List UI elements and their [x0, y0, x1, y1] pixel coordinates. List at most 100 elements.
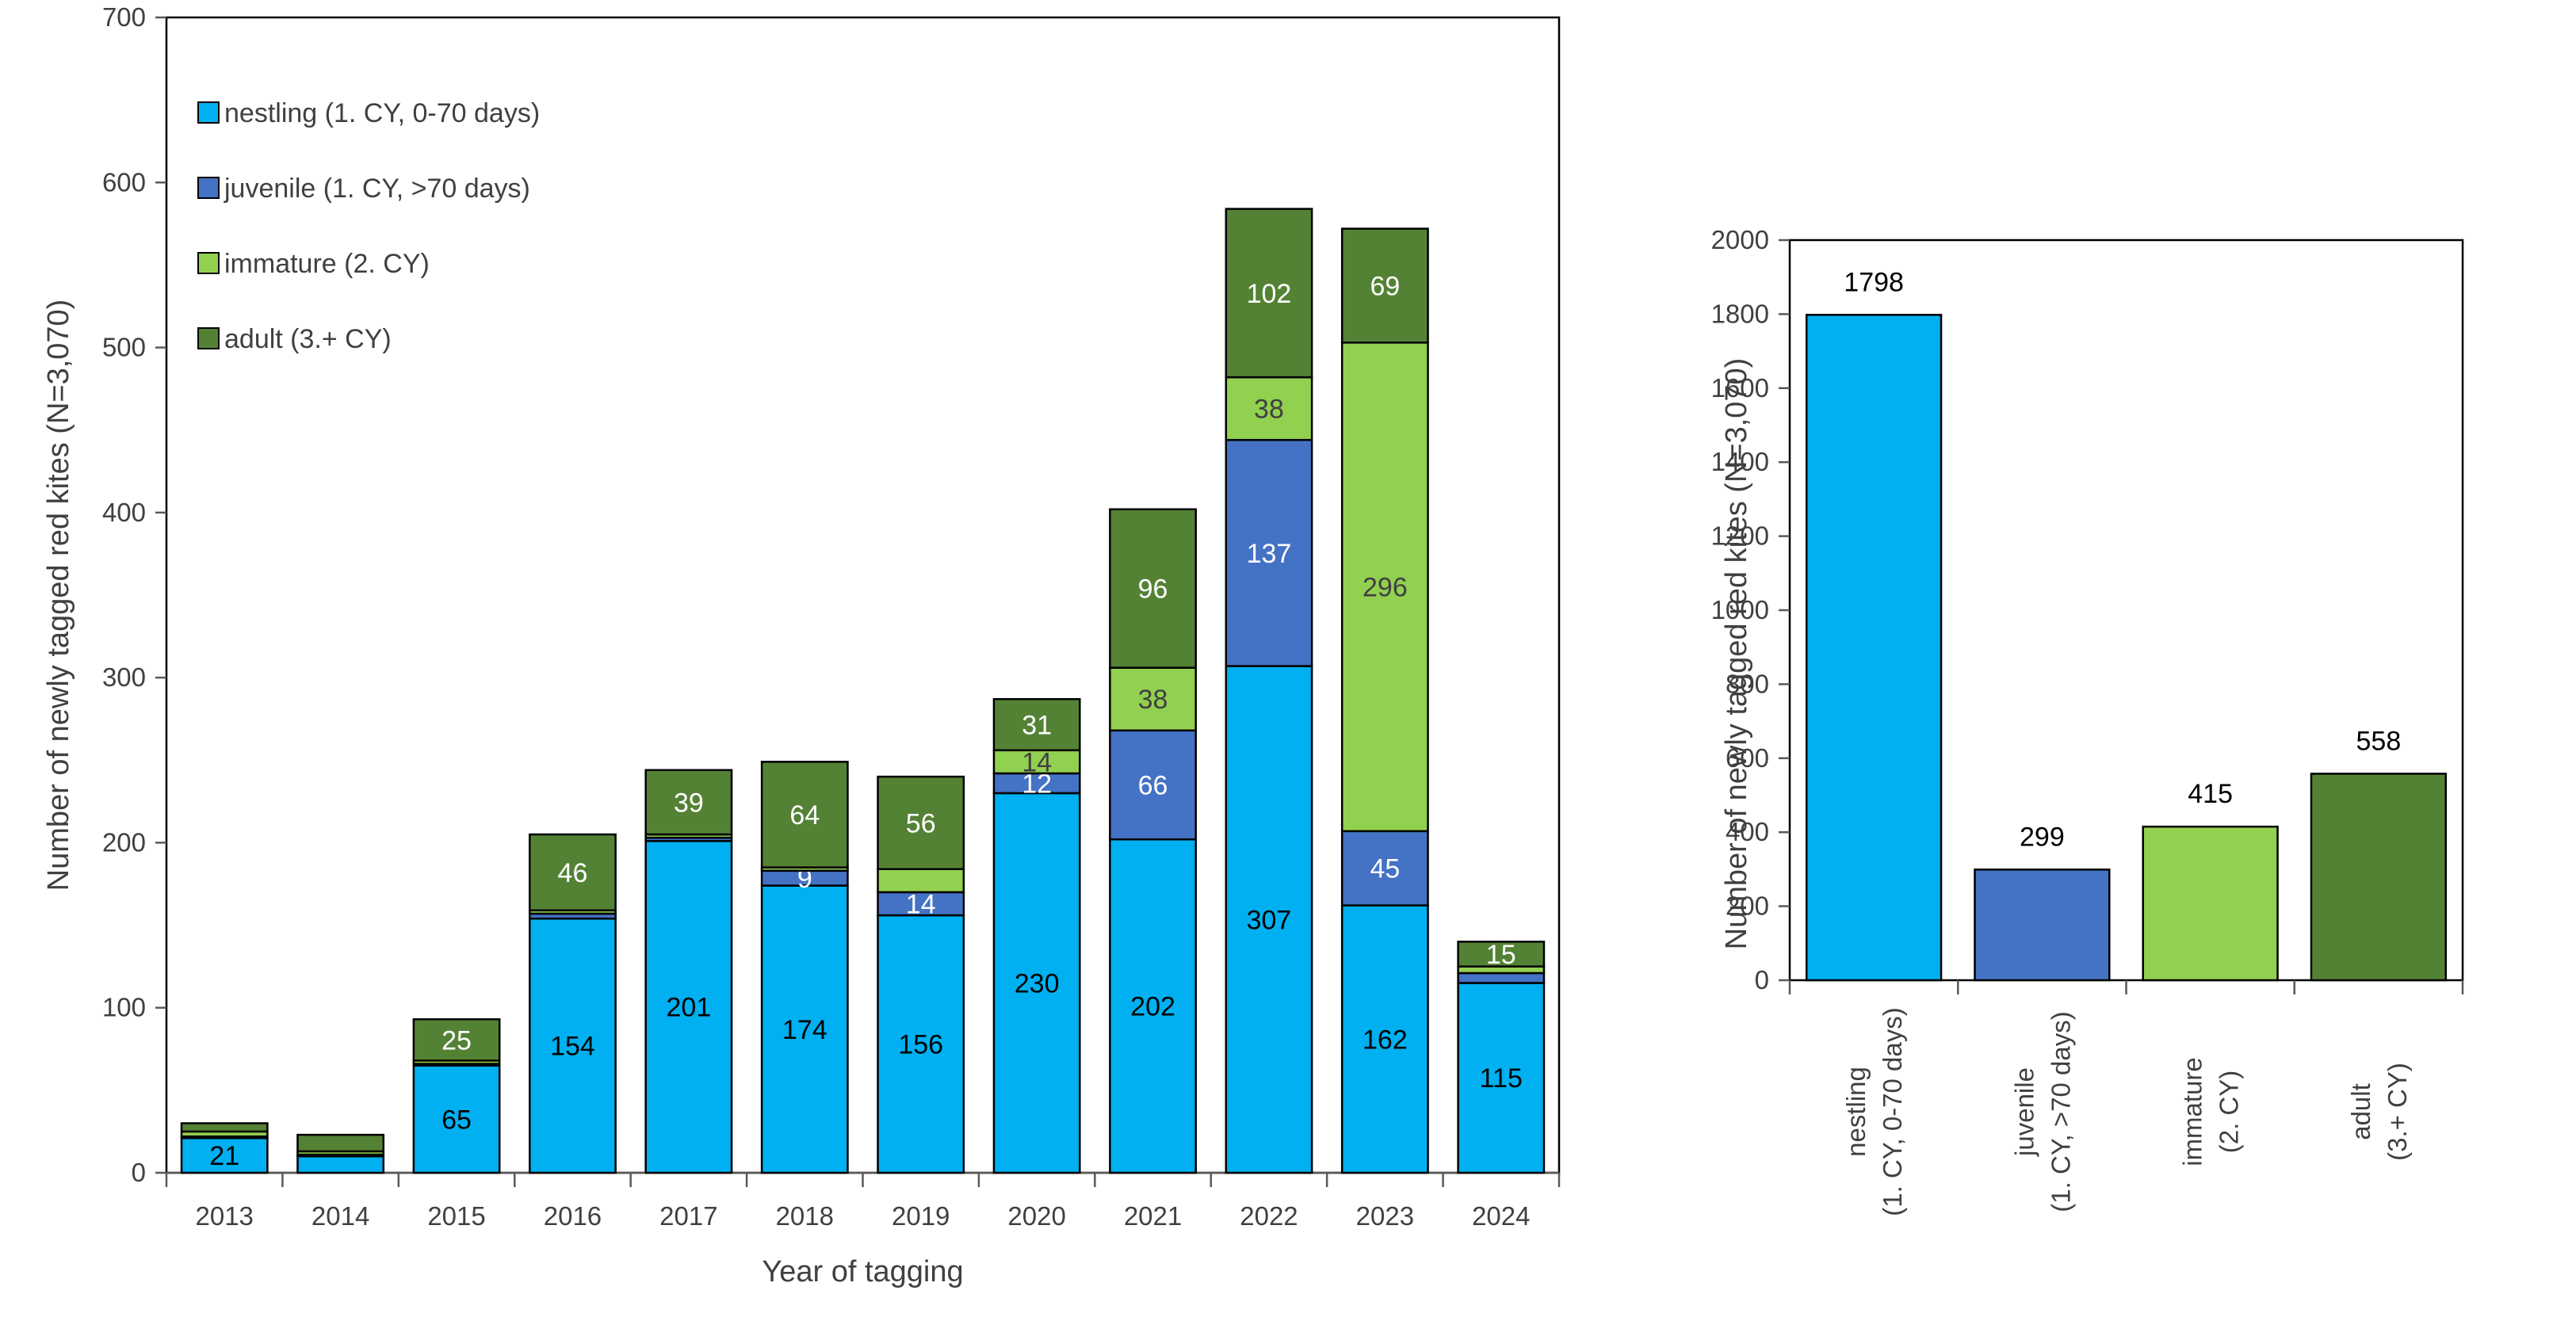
y-tick-label: 300: [102, 662, 146, 692]
bar-segment-adult: [760, 761, 849, 868]
bar-segment-juvenile: [1340, 830, 1429, 907]
y-tick-label: 2000: [1711, 225, 1769, 254]
bar-segment-adult: [296, 1133, 385, 1153]
y-tick-label: 400: [102, 498, 146, 527]
x-tick-label: (2. CY): [2215, 1071, 2244, 1154]
data-label: 25: [441, 1025, 472, 1056]
data-label: 230: [1015, 968, 1060, 998]
x-tick-label: immature: [2178, 1057, 2207, 1166]
x-tick-label: (3.+ CY): [2383, 1063, 2412, 1161]
legend-swatch-juvenile: [197, 177, 220, 199]
data-label: 46: [558, 858, 588, 888]
bar-segment-nestling: [529, 917, 617, 1174]
x-tick-label: (1. CY, >70 days): [2046, 1011, 2075, 1212]
bar-segment-adult: [1225, 208, 1313, 379]
bar-adult: [2310, 773, 2448, 982]
data-label: 65: [441, 1105, 472, 1135]
y-tick-label: 1200: [1711, 521, 1769, 551]
bar-segment-juvenile: [1225, 438, 1313, 667]
legend-label-immature: immature (2. CY): [224, 249, 430, 279]
data-label: 14: [1022, 747, 1052, 777]
data-label: 102: [1247, 279, 1292, 309]
data-label: 15: [1486, 940, 1516, 970]
legend-label-juvenile: juvenile (1. CY, >70 days): [224, 174, 530, 204]
data-label: 66: [1138, 771, 1168, 801]
bar-segment-immature: [1109, 666, 1197, 732]
legend-label-nestling: nestling (1. CY, 0-70 days): [224, 98, 540, 128]
x-tick-label: 2019: [892, 1201, 950, 1231]
x-tick-label: juvenile: [2009, 1067, 2039, 1157]
x-tick-label: 2024: [1472, 1201, 1530, 1231]
bar-nestling: [1805, 314, 1943, 982]
y-tick-label: 0: [132, 1158, 146, 1187]
x-tick-label: 2013: [195, 1201, 253, 1231]
y-tick-label: 1800: [1711, 299, 1769, 328]
data-label: 558: [2356, 726, 2402, 756]
bar-segment-juvenile: [1109, 729, 1197, 841]
bar-segment-adult: [1340, 227, 1429, 344]
legend-swatch-adult: [197, 327, 220, 349]
x-axis-title: Year of tagging: [762, 1255, 963, 1288]
data-label: 14: [906, 889, 936, 919]
bar-segment-nestling: [1340, 904, 1429, 1174]
x-tick-label: 2022: [1240, 1201, 1298, 1231]
x-tick-label: 2017: [659, 1201, 717, 1231]
bar-segment-nestling: [1457, 982, 1546, 1174]
bar-juvenile: [1974, 868, 2111, 982]
y-tick-label: 1600: [1711, 373, 1769, 403]
legend-swatch-nestling: [197, 101, 220, 124]
x-tick-label: adult: [2346, 1083, 2375, 1140]
y-tick-label: 0: [1755, 965, 1769, 994]
data-label: 1798: [1844, 267, 1904, 297]
data-label: 64: [789, 800, 820, 830]
data-label: 137: [1247, 539, 1292, 569]
y-tick-label: 800: [1726, 669, 1769, 698]
bar-segment-adult: [992, 697, 1081, 752]
data-label: 201: [667, 993, 712, 1023]
x-tick-label: nestling: [1841, 1067, 1871, 1157]
bar-segment-nestling: [1225, 665, 1313, 1174]
data-label: 154: [550, 1032, 595, 1062]
data-label: 307: [1247, 905, 1292, 935]
y-tick-label: 1000: [1711, 595, 1769, 624]
data-label: 296: [1363, 573, 1408, 603]
bar-segment-nestling: [760, 884, 849, 1174]
bar-segment-nestling: [877, 914, 965, 1174]
y-tick-label: 600: [1726, 743, 1769, 773]
data-label: 39: [674, 788, 704, 818]
bar-segment-adult: [1109, 508, 1197, 669]
data-label: 31: [1022, 711, 1052, 741]
bar-segment-immature: [1340, 342, 1429, 833]
bar-immature: [2142, 825, 2279, 982]
bar-segment-nestling: [1109, 838, 1197, 1174]
y-axis-title: Number of newly tagged red kites (N=3,07…: [42, 300, 75, 891]
data-label: 115: [1480, 1063, 1523, 1094]
data-label: 415: [2188, 779, 2233, 809]
bar-segment-adult: [644, 769, 733, 836]
x-tick-label: 2014: [311, 1201, 369, 1231]
data-label: 56: [906, 808, 936, 838]
bar-segment-immature: [1225, 376, 1313, 441]
x-tick-label: (1. CY, 0-70 days): [1878, 1007, 1907, 1216]
data-label: 38: [1254, 395, 1284, 425]
y-tick-label: 1400: [1711, 447, 1769, 476]
data-label: 96: [1138, 575, 1168, 605]
bar-segment-nestling: [992, 792, 1081, 1174]
legend-swatch-immature: [197, 252, 220, 274]
data-label: 156: [898, 1030, 943, 1060]
bar-segment-juvenile: [1457, 972, 1546, 984]
data-label: 174: [782, 1015, 827, 1045]
data-label: 21: [209, 1141, 239, 1171]
bar-segment-nestling: [180, 1137, 269, 1174]
y-tick-label: 200: [102, 827, 146, 857]
y-tick-label: 100: [102, 993, 146, 1022]
data-label: 69: [1370, 271, 1400, 301]
x-tick-label: 2021: [1124, 1201, 1182, 1231]
data-label: 45: [1370, 854, 1400, 884]
bar-segment-adult: [412, 1018, 501, 1062]
y-tick-label: 400: [1726, 817, 1769, 846]
bar-segment-nestling: [644, 840, 733, 1174]
bar-segment-adult: [877, 775, 965, 871]
x-tick-label: 2020: [1007, 1201, 1065, 1231]
